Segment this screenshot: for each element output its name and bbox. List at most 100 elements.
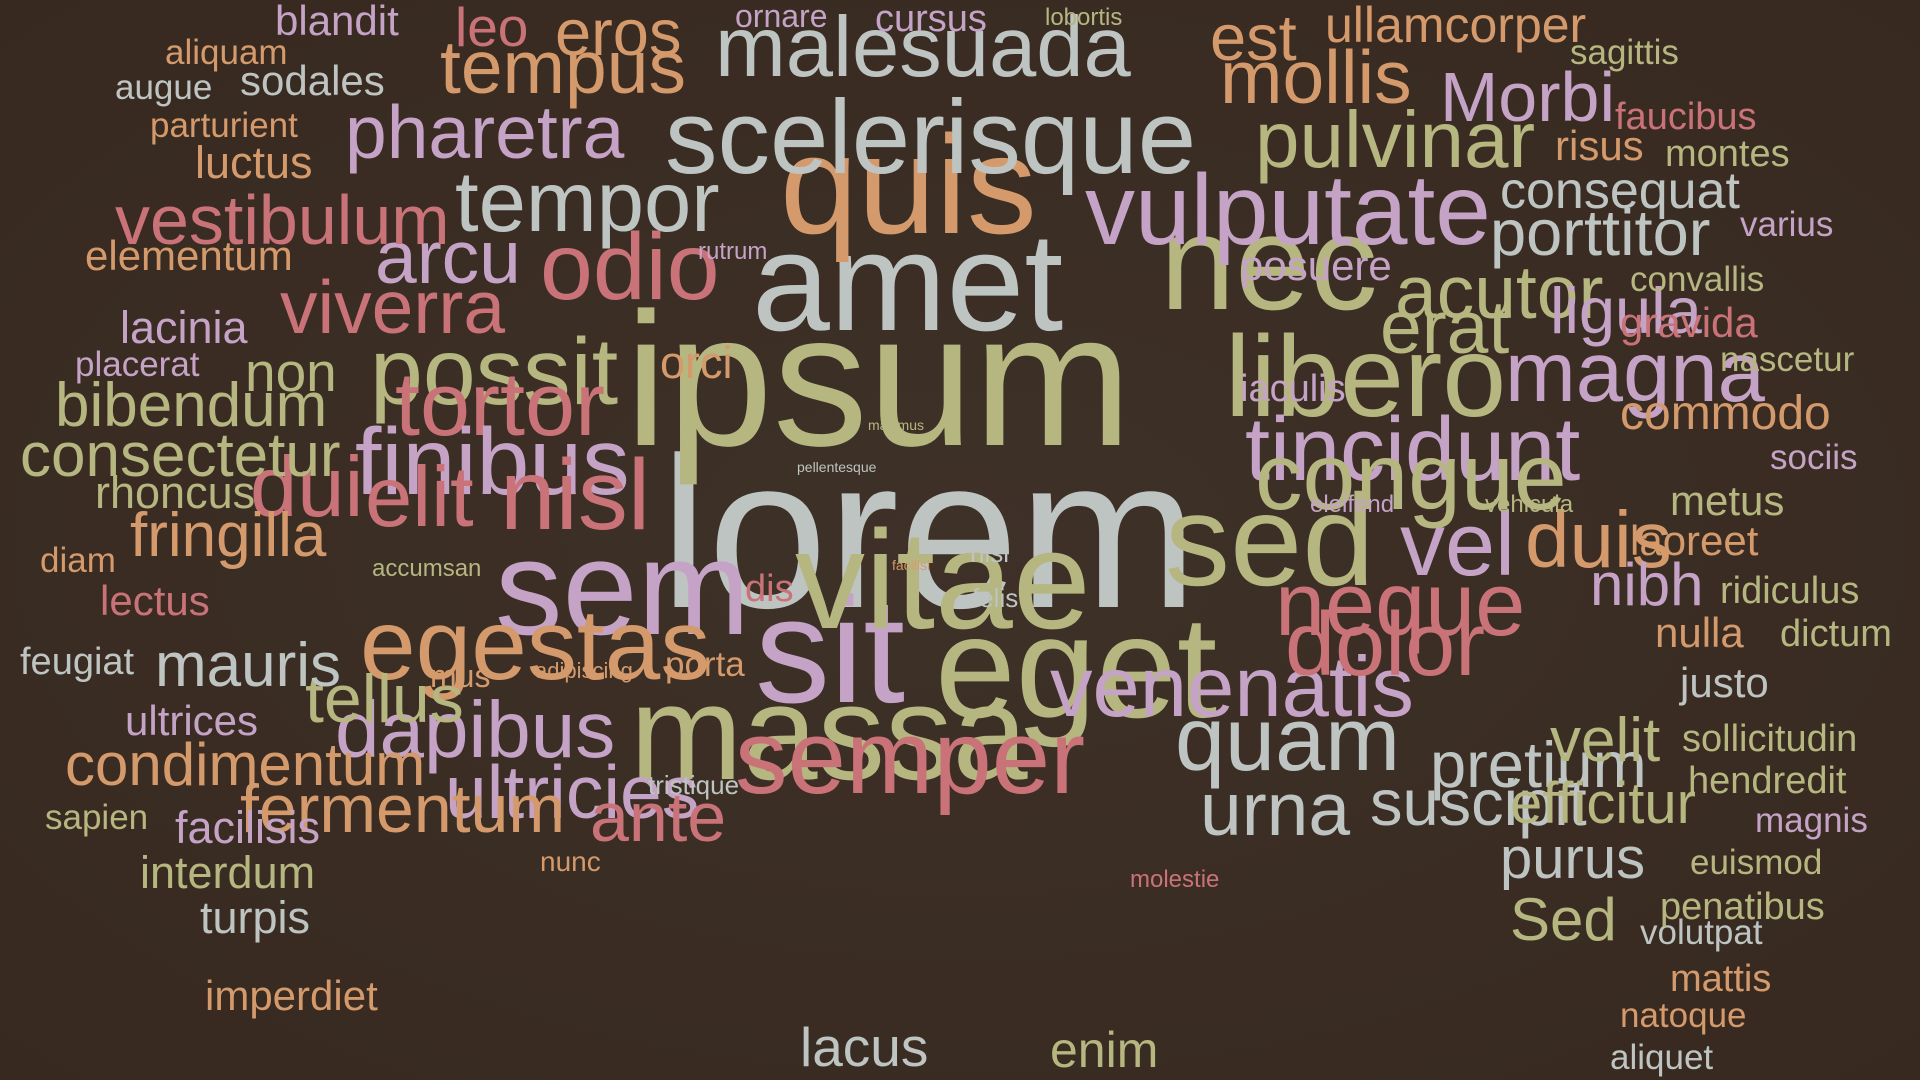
word-est: est [1210, 1, 1297, 74]
word-rhoncus: rhoncus [95, 467, 256, 518]
word-fermentum: fermentum [240, 771, 565, 847]
word-aliquet: aliquet [1610, 1038, 1714, 1077]
word-scelerisque: scelerisque [665, 79, 1197, 196]
word-non: non [245, 341, 337, 403]
word-posuere: posuere [1240, 242, 1392, 289]
word-sapien: sapien [45, 798, 149, 837]
word-risus: risus [1555, 122, 1644, 169]
word-natoque: natoque [1620, 996, 1747, 1035]
word-lectus: lectus [100, 577, 210, 624]
word-libero: libero [1225, 313, 1507, 441]
word-nunc: nunc [540, 846, 601, 877]
word-porta: porta [665, 645, 745, 684]
word-nisi: nisi [970, 538, 1010, 568]
word-egestas: egestas [360, 589, 711, 701]
word-feugiat: feugiat [20, 641, 135, 683]
word-venenatis: venenatis [1050, 640, 1414, 735]
word-sagittis: sagittis [1570, 33, 1679, 72]
word-viverra: viverra [280, 265, 506, 349]
word-acutor: acutor [1395, 250, 1604, 334]
word-lorem: lorem [660, 412, 1198, 653]
word-consequat: consequat [1500, 162, 1740, 220]
word-molestie: molestie [1130, 866, 1220, 893]
word-commodo: commodo [1620, 387, 1831, 440]
word-ultricies: ultricies [445, 750, 700, 834]
word-ligula: ligula [1550, 274, 1702, 347]
word-ornare: ornare [735, 0, 828, 34]
word-elit: elit [365, 450, 474, 545]
word-tincidunt: tincidunt [1245, 400, 1581, 500]
word-finibus: finibus [355, 409, 630, 515]
word-faucibus: faucibus [1615, 96, 1757, 138]
word-augue: augue [115, 68, 213, 107]
word-justo: justo [1680, 659, 1769, 706]
word-volutpat: volutpat [1640, 913, 1763, 952]
word-pharetra: pharetra [345, 90, 625, 174]
word-sem: sem [495, 512, 751, 663]
word-porttitor: porttitor [1490, 196, 1711, 269]
word-euismod: euismod [1690, 843, 1823, 882]
word-gravida: gravida [1620, 299, 1758, 346]
word-sed: sed [1165, 467, 1375, 613]
word-dui: dui [250, 440, 364, 535]
word-rutrum: rutrum [698, 238, 768, 265]
word-diam: diam [40, 541, 116, 580]
word-turpis: turpis [200, 892, 311, 943]
word-elementum: elementum [85, 232, 293, 279]
word-dapibus: dapibus [335, 685, 616, 774]
word-montes: montes [1665, 133, 1790, 175]
word-nulla: nulla [1655, 609, 1744, 656]
word-aliquam: aliquam [165, 33, 288, 72]
word-hendredit: hendredit [1688, 760, 1847, 802]
word-pulvinar: pulvinar [1255, 95, 1536, 184]
word-accumsan: accumsan [372, 555, 482, 582]
word-dictum: dictum [1780, 613, 1892, 655]
word-dis: dis [745, 568, 794, 610]
word-nascetur: nascetur [1720, 340, 1855, 379]
word-amet: amet [752, 203, 1064, 360]
word-condimentum: condimentum [65, 731, 426, 798]
word-vitae: vitae [795, 501, 1091, 658]
word-lacus: lacus [800, 1016, 929, 1078]
word-eros: eros [555, 0, 682, 69]
word-sollicitudin: sollicitudin [1682, 718, 1858, 760]
word-ipsum: ipsum [625, 274, 1132, 486]
word-placerat: placerat [75, 345, 200, 384]
word-morbi: Morbi [1440, 58, 1616, 136]
word-lobortis: lobortis [1045, 4, 1123, 31]
word-imperdiet: imperdiet [205, 972, 378, 1019]
word-consectetur: consectetur [20, 421, 341, 490]
word-dolor: dolor [1285, 595, 1486, 695]
word-orci: orci [660, 337, 733, 388]
word-duis: duis [1525, 495, 1672, 584]
word-sociis: sociis [1770, 438, 1858, 477]
word-urna: urna [1200, 767, 1351, 851]
word-eget: eget [935, 586, 1218, 748]
word-facilisis: facilisis [175, 802, 321, 853]
word-leo: leo [455, 0, 529, 58]
word-tempor: tempor [455, 155, 720, 250]
word-vel: vel [1400, 495, 1516, 595]
word-pretium: pretium [1430, 728, 1647, 801]
word-sit: sit [755, 566, 905, 734]
word-facilisi: facilisi [892, 557, 931, 573]
word-fringilla: fringilla [130, 501, 327, 570]
word-mattis: mattis [1670, 958, 1772, 1000]
word-interdum: interdum [140, 847, 316, 898]
word-odio: odio [540, 214, 720, 320]
word-sed: Sed [1510, 886, 1617, 953]
word-vestibulum: vestibulum [115, 181, 450, 259]
word-malesuada: malesuada [715, 0, 1131, 95]
word-adipiscing: adipiscing [535, 658, 633, 683]
word-mauris: mauris [155, 631, 342, 700]
word-neque: neque [1275, 555, 1526, 655]
word-velit: velit [1550, 706, 1661, 775]
word-tristique: tristique [648, 770, 740, 800]
word-massa: massa [630, 657, 1028, 808]
word-metus: metus [1670, 477, 1785, 524]
word-mollis: mollis [1220, 35, 1412, 119]
word-lacinia: lacinia [120, 302, 248, 353]
word-vulputate: vulputate [1085, 154, 1491, 266]
word-quam: quam [1175, 690, 1401, 790]
